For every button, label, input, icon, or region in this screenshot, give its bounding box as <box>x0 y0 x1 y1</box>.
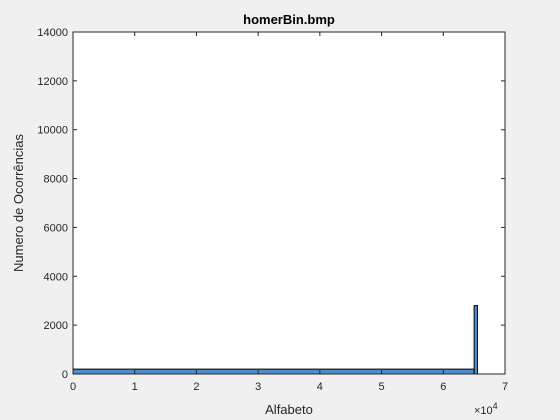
y-tick-label: 2000 <box>44 320 68 332</box>
histogram-bar-1 <box>473 305 478 375</box>
y-axis-label: Numero de Ocorrências <box>11 134 26 272</box>
x-tick-label: 7 <box>502 381 508 393</box>
x-axis-exponent: ×104 <box>474 401 498 417</box>
y-tick-label: 10000 <box>37 125 68 137</box>
x-axis-exponent-power: 4 <box>493 401 498 411</box>
x-axis-label: Alfabeto <box>265 402 313 417</box>
axes-box <box>72 31 506 375</box>
y-tick-label: 8000 <box>44 174 68 186</box>
x-ticks-group: 0 1 2 3 4 5 6 7 <box>70 32 508 393</box>
x-tick-label: 0 <box>70 381 76 393</box>
y-tick-label: 4000 <box>44 271 68 283</box>
x-tick-label: 5 <box>379 381 385 393</box>
y-tick-label: 12000 <box>37 76 68 88</box>
x-tick-label: 2 <box>193 381 199 393</box>
axes-background <box>73 32 505 374</box>
y-tick-label: 0 <box>62 369 68 381</box>
x-tick-label: 6 <box>440 381 446 393</box>
x-tick-label: 1 <box>132 381 138 393</box>
x-tick-label: 3 <box>255 381 261 393</box>
y-ticks-group: 0 2000 4000 6000 8000 10000 12000 14000 <box>37 27 505 381</box>
histogram-bar-0 <box>72 368 475 375</box>
chart-title: homerBin.bmp <box>243 12 335 27</box>
y-tick-label: 6000 <box>44 222 68 234</box>
x-tick-label: 4 <box>317 381 323 393</box>
x-axis-exponent-base: ×10 <box>474 405 493 417</box>
y-tick-label: 14000 <box>37 27 68 39</box>
